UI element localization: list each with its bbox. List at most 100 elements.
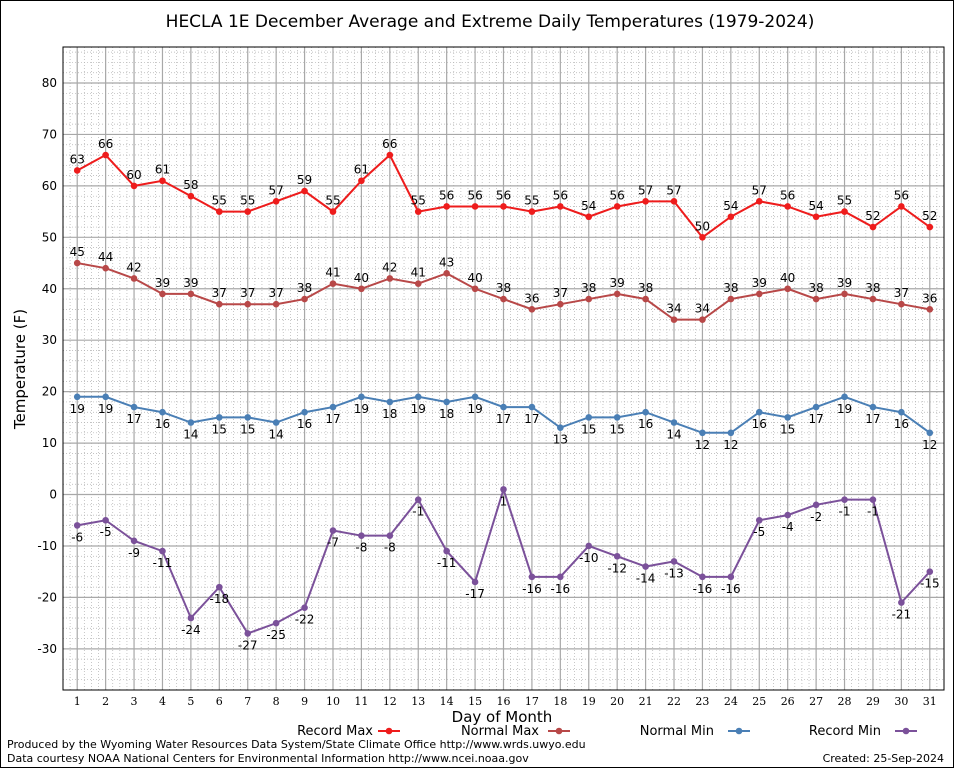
data-label: -5 bbox=[753, 525, 765, 539]
data-label: -1 bbox=[412, 505, 424, 519]
data-label: 37 bbox=[553, 286, 568, 300]
data-label: 56 bbox=[610, 188, 625, 202]
data-point bbox=[841, 393, 848, 401]
x-tick-label: 6 bbox=[216, 695, 223, 708]
data-label: -25 bbox=[266, 628, 286, 642]
data-point bbox=[443, 547, 450, 555]
data-label: 17 bbox=[126, 412, 141, 426]
data-label: -27 bbox=[238, 638, 258, 652]
data-point bbox=[898, 599, 905, 606]
data-label: 16 bbox=[894, 417, 909, 431]
data-point bbox=[784, 511, 791, 519]
footer-producer: Produced by the Wyoming Water Resources … bbox=[7, 738, 586, 751]
legend-label: Record Max bbox=[297, 724, 373, 739]
data-point bbox=[471, 393, 479, 401]
data-point bbox=[557, 203, 564, 210]
data-point bbox=[130, 537, 138, 545]
data-point bbox=[443, 270, 450, 277]
data-point bbox=[329, 280, 337, 287]
x-tick-label: 14 bbox=[440, 695, 454, 708]
data-label: -16 bbox=[693, 582, 713, 596]
data-label: 59 bbox=[297, 173, 312, 187]
data-point bbox=[443, 203, 450, 210]
data-point bbox=[727, 573, 735, 581]
data-point bbox=[272, 300, 280, 308]
y-tick-label: 50 bbox=[42, 230, 57, 244]
data-label: 38 bbox=[638, 281, 653, 295]
data-point bbox=[272, 198, 280, 205]
data-label: 56 bbox=[553, 188, 568, 202]
data-label: 15 bbox=[212, 422, 227, 436]
data-point bbox=[216, 414, 223, 421]
data-point bbox=[926, 306, 934, 313]
data-label: 39 bbox=[183, 276, 198, 290]
data-point bbox=[926, 568, 934, 575]
data-label: -16 bbox=[522, 582, 542, 596]
y-tick-label: 70 bbox=[42, 127, 57, 141]
data-label: -11 bbox=[153, 556, 173, 570]
data-label: -5 bbox=[100, 525, 112, 539]
data-point bbox=[613, 203, 621, 210]
data-label: 16 bbox=[297, 417, 312, 431]
data-point bbox=[329, 208, 337, 215]
data-label: 42 bbox=[126, 260, 141, 274]
legend-label: Normal Max bbox=[461, 724, 539, 739]
data-point bbox=[812, 295, 820, 303]
data-label: 36 bbox=[524, 291, 539, 305]
data-point bbox=[585, 213, 593, 221]
data-label: 42 bbox=[382, 260, 397, 274]
data-point bbox=[727, 429, 735, 437]
data-label: 1 bbox=[500, 494, 508, 508]
series-record-min: -6 -5 -9 -11 -24 -18 -27 -25 -22 -7 -8 -8 -1 -11 -17 1 -… bbox=[71, 486, 940, 652]
x-tick-label: 28 bbox=[838, 695, 852, 708]
data-point bbox=[869, 496, 877, 503]
data-point bbox=[812, 213, 820, 221]
data-point bbox=[102, 516, 109, 524]
grid bbox=[62, 47, 945, 691]
series-normal-min: 19 19 17 16 14 15 15 14 16 17 19 18 19 18 19 17 17 13 15 15… bbox=[70, 393, 937, 452]
data-label: 38 bbox=[808, 281, 823, 295]
data-point bbox=[898, 300, 905, 308]
data-label: -16 bbox=[721, 582, 741, 596]
data-label: 39 bbox=[155, 276, 170, 290]
data-point bbox=[699, 316, 706, 323]
y-tick-label: 10 bbox=[42, 436, 57, 450]
data-point bbox=[528, 306, 536, 313]
data-point bbox=[557, 300, 564, 308]
data-label: 56 bbox=[894, 188, 909, 202]
data-point bbox=[358, 177, 365, 185]
x-tick-label: 30 bbox=[894, 695, 908, 708]
data-label: 14 bbox=[666, 428, 681, 442]
data-label: 19 bbox=[70, 402, 85, 416]
x-tick-label: 25 bbox=[752, 695, 766, 708]
x-tick-label: 22 bbox=[667, 695, 681, 708]
data-label: 40 bbox=[467, 271, 482, 285]
data-point bbox=[585, 295, 593, 303]
x-tick-label: 18 bbox=[553, 695, 567, 708]
data-label: 57 bbox=[269, 183, 284, 197]
data-point bbox=[926, 223, 934, 231]
legend: Record Max Normal Max Normal Min Record Min bbox=[297, 724, 917, 739]
data-label: 19 bbox=[98, 402, 113, 416]
data-label: 12 bbox=[922, 438, 937, 452]
data-label: -21 bbox=[892, 608, 912, 622]
chart-title: HECLA 1E December Average and Extreme Da… bbox=[166, 12, 815, 32]
data-label: -18 bbox=[210, 592, 230, 606]
data-point bbox=[187, 614, 195, 622]
x-tick-label: 23 bbox=[695, 695, 709, 708]
data-point bbox=[613, 552, 621, 560]
x-tick-label: 21 bbox=[639, 695, 653, 708]
data-point bbox=[130, 182, 138, 190]
data-point bbox=[642, 563, 649, 570]
data-point bbox=[500, 486, 507, 493]
data-point bbox=[869, 223, 877, 231]
data-label: 37 bbox=[240, 286, 255, 300]
y-tick-label: 0 bbox=[49, 488, 57, 502]
data-point bbox=[585, 414, 593, 421]
data-point bbox=[130, 403, 138, 411]
x-tick-label: 19 bbox=[582, 695, 596, 708]
data-point bbox=[73, 259, 81, 267]
data-label: 55 bbox=[240, 194, 255, 208]
data-point bbox=[159, 408, 166, 416]
